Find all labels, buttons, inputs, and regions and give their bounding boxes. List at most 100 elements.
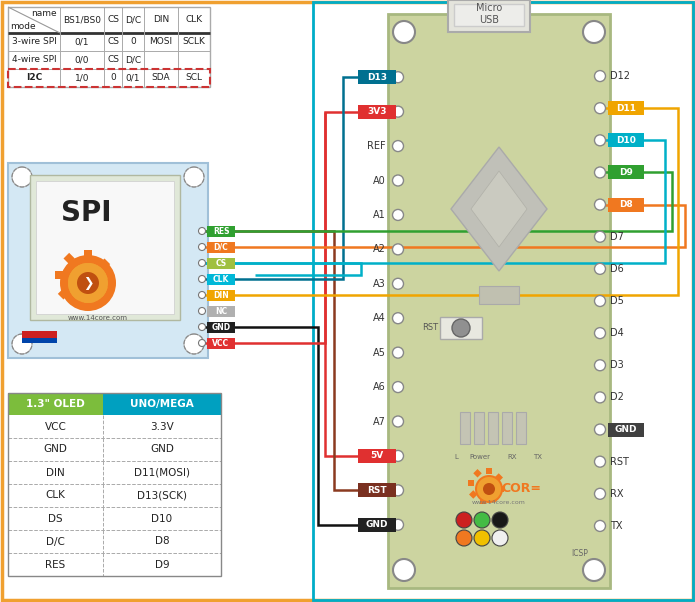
- Bar: [22, 338, 57, 343]
- Circle shape: [77, 272, 99, 294]
- Bar: [388, 14, 610, 588]
- Text: TX: TX: [534, 454, 543, 460]
- Text: I2C: I2C: [26, 73, 42, 82]
- Circle shape: [393, 21, 415, 43]
- Bar: [358, 449, 396, 463]
- Circle shape: [393, 209, 404, 220]
- Circle shape: [393, 175, 404, 186]
- Bar: [516, 412, 526, 444]
- Text: D9: D9: [619, 168, 633, 177]
- Circle shape: [184, 167, 204, 187]
- Text: ❯: ❯: [83, 276, 93, 290]
- Text: A0: A0: [373, 176, 386, 185]
- Circle shape: [393, 141, 404, 152]
- Bar: [207, 273, 235, 285]
- Bar: [608, 423, 644, 436]
- Bar: [58, 288, 69, 300]
- Bar: [494, 473, 503, 482]
- Bar: [358, 70, 396, 84]
- Circle shape: [199, 276, 206, 282]
- Text: D13: D13: [367, 73, 387, 82]
- Text: CLK: CLK: [46, 491, 65, 500]
- Text: A1: A1: [373, 210, 386, 220]
- Circle shape: [393, 278, 404, 290]
- Text: A2: A2: [373, 244, 386, 255]
- Circle shape: [393, 382, 404, 393]
- Circle shape: [199, 243, 206, 250]
- Circle shape: [393, 559, 415, 581]
- Bar: [468, 480, 474, 486]
- Text: 1/0: 1/0: [75, 73, 89, 82]
- Text: D13(SCK): D13(SCK): [137, 491, 187, 500]
- Circle shape: [68, 263, 108, 303]
- Text: RX: RX: [610, 489, 623, 499]
- Text: name: name: [31, 9, 57, 18]
- Bar: [22, 331, 57, 338]
- Text: D10: D10: [152, 514, 172, 524]
- Circle shape: [594, 70, 605, 81]
- Bar: [207, 226, 235, 237]
- Circle shape: [594, 296, 605, 306]
- Text: 3.3V: 3.3V: [150, 421, 174, 432]
- Bar: [8, 393, 221, 576]
- Text: 5V: 5V: [370, 452, 384, 461]
- Bar: [36, 181, 174, 314]
- Circle shape: [393, 416, 404, 427]
- Text: RST: RST: [610, 457, 629, 467]
- Text: 0: 0: [130, 37, 136, 46]
- Circle shape: [594, 103, 605, 114]
- Bar: [358, 105, 396, 119]
- Bar: [440, 317, 482, 339]
- Text: REF: REF: [368, 141, 386, 151]
- Text: RST: RST: [422, 323, 438, 332]
- Text: www.14core.com: www.14core.com: [472, 500, 526, 506]
- Text: GND: GND: [150, 444, 174, 455]
- Bar: [448, 0, 530, 32]
- Text: NC: NC: [215, 306, 227, 315]
- Text: RX: RX: [507, 454, 517, 460]
- Bar: [502, 412, 512, 444]
- Bar: [480, 498, 486, 504]
- Bar: [498, 486, 504, 492]
- Text: GND: GND: [615, 425, 637, 434]
- Bar: [460, 412, 470, 444]
- Bar: [207, 241, 235, 252]
- Text: D11: D11: [616, 104, 636, 113]
- Circle shape: [393, 450, 404, 461]
- Bar: [358, 518, 396, 532]
- Circle shape: [184, 334, 204, 354]
- Text: TX: TX: [610, 521, 623, 531]
- Circle shape: [474, 512, 490, 528]
- Text: BS1/BS0: BS1/BS0: [63, 16, 101, 25]
- Text: 1.3" OLED: 1.3" OLED: [26, 399, 85, 409]
- Text: D9: D9: [155, 559, 170, 569]
- Bar: [454, 4, 524, 26]
- Text: D4: D4: [610, 328, 623, 338]
- Text: D10: D10: [616, 136, 636, 145]
- Bar: [608, 166, 644, 179]
- Circle shape: [583, 21, 605, 43]
- Circle shape: [68, 263, 108, 303]
- Text: GND: GND: [366, 520, 389, 529]
- Bar: [207, 290, 235, 300]
- Text: VCC: VCC: [213, 338, 229, 347]
- Circle shape: [594, 360, 605, 371]
- Circle shape: [393, 312, 404, 324]
- Circle shape: [456, 530, 472, 546]
- Text: CLK: CLK: [213, 275, 229, 284]
- Bar: [8, 163, 208, 358]
- Circle shape: [199, 228, 206, 235]
- Bar: [207, 258, 235, 268]
- Circle shape: [492, 530, 508, 546]
- Circle shape: [483, 483, 495, 495]
- Bar: [105, 279, 113, 287]
- Text: CS: CS: [107, 37, 119, 46]
- Bar: [103, 393, 221, 415]
- Circle shape: [583, 559, 605, 581]
- Text: A5: A5: [373, 347, 386, 358]
- Text: D2: D2: [610, 393, 624, 402]
- Bar: [358, 483, 396, 497]
- Text: D8: D8: [619, 200, 633, 209]
- Bar: [608, 197, 644, 211]
- Text: A6: A6: [373, 382, 386, 392]
